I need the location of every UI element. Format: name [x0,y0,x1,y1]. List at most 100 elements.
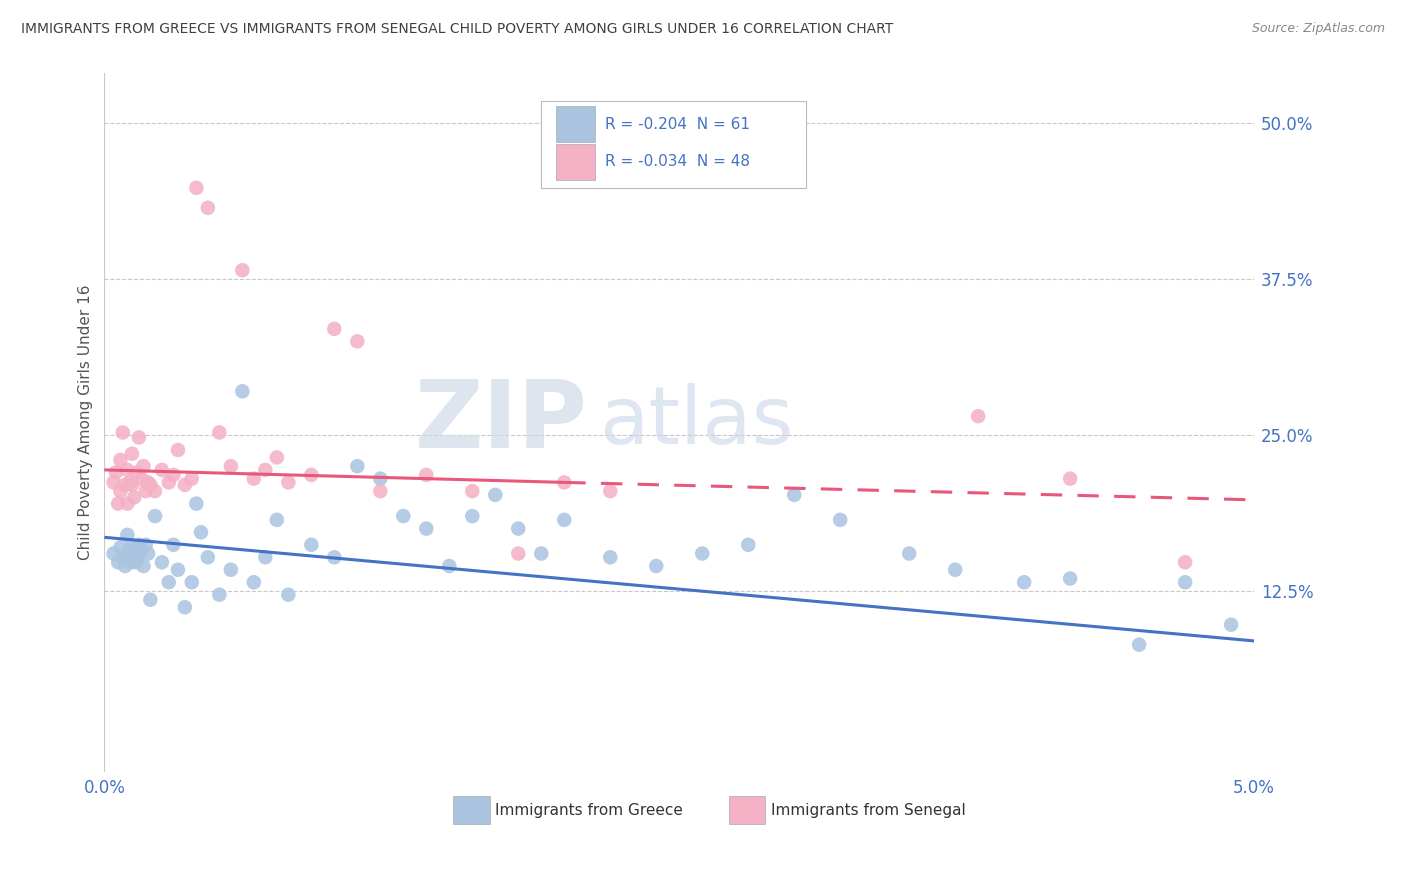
Point [484,488,506,502]
Point [167,563,190,577]
Point [645,559,668,574]
Point [415,522,437,536]
Y-axis label: Child Poverty Among Girls Under 16: Child Poverty Among Girls Under 16 [79,285,93,560]
Point [219,563,242,577]
Point [299,538,322,552]
Point [111,550,134,565]
Point [830,513,852,527]
Point [124,547,146,561]
Point [508,547,530,561]
Point [553,513,575,527]
Point [157,475,180,490]
Point [139,592,162,607]
Point [173,600,195,615]
Point [180,472,202,486]
Point [107,555,129,569]
Point [439,559,461,574]
Point [1174,575,1197,590]
Point [132,459,155,474]
Point [323,322,346,336]
Point [143,484,166,499]
Point [967,409,990,424]
Point [132,559,155,574]
Point [150,463,173,477]
Point [219,459,242,474]
Point [114,478,136,492]
Point [118,542,141,557]
Point [197,550,219,565]
Point [104,466,127,480]
Point [150,555,173,569]
Point [599,484,621,499]
Point [254,550,277,565]
FancyBboxPatch shape [728,797,765,824]
Point [110,541,132,555]
Text: R = -0.034  N = 48: R = -0.034 N = 48 [605,154,749,169]
Text: Immigrants from Senegal: Immigrants from Senegal [772,803,966,818]
Point [277,588,299,602]
Point [1174,555,1197,569]
Point [299,467,322,482]
Point [135,538,157,552]
Point [392,509,415,524]
Point [346,459,368,474]
Point [128,430,150,444]
Point [167,442,190,457]
Text: Immigrants from Greece: Immigrants from Greece [495,803,683,818]
Point [103,547,125,561]
FancyBboxPatch shape [541,101,806,188]
Point [1059,472,1081,486]
Point [266,513,288,527]
Point [266,450,288,465]
Point [231,384,253,399]
Point [190,525,212,540]
Point [208,425,231,440]
Point [530,547,553,561]
Point [129,542,152,557]
Point [118,475,141,490]
Point [121,555,143,569]
Point [461,484,484,499]
Point [368,472,391,486]
Point [243,472,266,486]
Point [136,547,159,561]
Point [117,463,139,477]
Point [162,467,184,482]
Point [898,547,921,561]
Point [129,472,152,486]
Point [110,484,132,499]
Point [103,475,125,490]
Text: ZIP: ZIP [415,376,588,468]
Point [117,497,139,511]
Point [110,453,132,467]
Point [346,334,368,349]
Point [553,475,575,490]
Point [117,528,139,542]
Text: IMMIGRANTS FROM GREECE VS IMMIGRANTS FROM SENEGAL CHILD POVERTY AMONG GIRLS UNDE: IMMIGRANTS FROM GREECE VS IMMIGRANTS FRO… [21,22,893,37]
Point [243,575,266,590]
Point [111,425,134,440]
FancyBboxPatch shape [557,144,595,180]
FancyBboxPatch shape [453,797,489,824]
Point [277,475,299,490]
Point [128,538,150,552]
Point [783,488,806,502]
Point [197,201,219,215]
Point [125,555,148,569]
Point [124,491,146,505]
Point [173,478,195,492]
Point [254,463,277,477]
Point [107,497,129,511]
Point [208,588,231,602]
Point [1012,575,1035,590]
Point [943,563,966,577]
Point [1220,617,1243,632]
Point [508,522,530,536]
Point [599,550,621,565]
Point [128,547,150,561]
Point [157,575,180,590]
Point [162,538,184,552]
Point [415,467,437,482]
Text: Source: ZipAtlas.com: Source: ZipAtlas.com [1251,22,1385,36]
Point [121,538,143,552]
